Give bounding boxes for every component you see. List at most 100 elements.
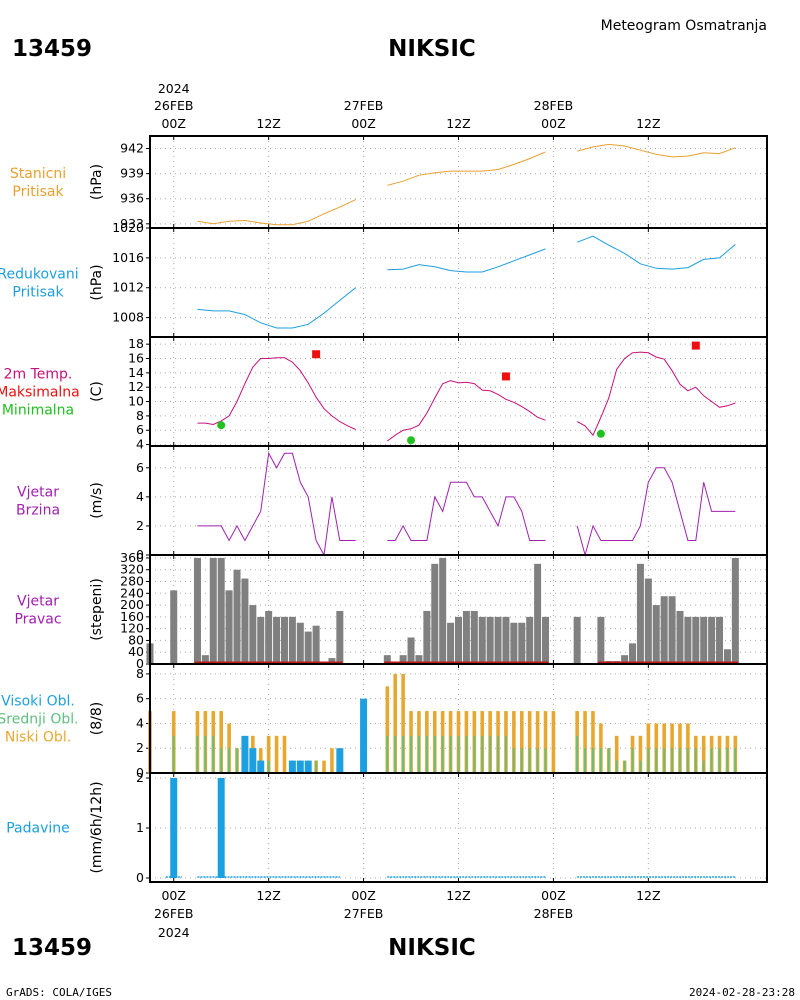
mid-cloud-bar — [473, 735, 476, 773]
wind-direction-bar — [407, 637, 415, 664]
y-tick-label: 4 — [136, 437, 144, 452]
mid-cloud-bar — [402, 735, 405, 773]
mid-cloud-bar — [394, 735, 397, 773]
y-tick-label: 14 — [128, 365, 144, 380]
station-id-bottom: 13459 — [12, 935, 92, 961]
low-cloud-bar — [512, 711, 516, 773]
high-cloud-bar — [296, 760, 304, 773]
mid-cloud-bar — [710, 748, 713, 773]
series-line — [577, 235, 736, 270]
y-tick-label: 8 — [136, 666, 144, 681]
low-cloud-bar — [330, 748, 334, 773]
y-tick-label: 1012 — [112, 280, 144, 295]
mid-cloud-bar — [647, 748, 650, 773]
mid-cloud-bar — [172, 735, 175, 773]
series-line — [576, 467, 736, 557]
wind-direction-bar — [233, 569, 241, 664]
wind-direction-bar — [629, 643, 637, 664]
wind-direction-bar — [296, 622, 304, 664]
wind-direction-bar — [415, 655, 423, 664]
low-cloud-bar — [322, 760, 326, 773]
y-tick-label: 200 — [120, 597, 144, 612]
mid-cloud-bar — [212, 735, 215, 773]
mid-cloud-bar — [607, 748, 610, 773]
mid-cloud-bar — [497, 735, 499, 773]
wind-direction-bar — [241, 578, 249, 664]
wind-direction-bar — [423, 610, 431, 664]
tmax-marker — [501, 372, 510, 381]
low-cloud-bar — [274, 735, 279, 773]
y-tick-label: 6 — [136, 691, 144, 706]
series-line — [576, 351, 736, 437]
meteogram-subtitle: Meteogram Osmatranja — [601, 18, 767, 34]
low-cloud-bar — [393, 673, 398, 773]
mid-cloud-bar — [686, 748, 689, 773]
wind-direction-bar — [716, 616, 724, 664]
y-tick-label: 942 — [120, 141, 144, 156]
mid-cloud-bar — [528, 748, 531, 773]
top-hour-label: 00Z — [161, 116, 185, 131]
y-tick-label: 2 — [136, 518, 144, 533]
low-cloud-bar — [583, 711, 587, 773]
series-line — [387, 248, 546, 273]
wind-direction-bar — [621, 655, 629, 664]
bottom-hour-label: 00Z — [161, 888, 185, 903]
mid-cloud-bar — [489, 735, 492, 773]
panel-frame — [149, 772, 768, 883]
series-line — [387, 151, 546, 186]
mid-cloud-bar — [718, 748, 721, 773]
y-tick-label: 10 — [128, 394, 144, 409]
mid-cloud-bar — [536, 748, 539, 773]
y-axis-label: (mm/6h/12h) — [89, 781, 105, 873]
mid-cloud-bar — [433, 735, 436, 773]
panel-label: Pritisak — [12, 184, 64, 200]
series-line — [197, 451, 356, 557]
bottom-hour-label: 12Z — [256, 888, 280, 903]
mid-cloud-bar — [425, 735, 428, 773]
mid-cloud-bar — [734, 748, 737, 773]
mid-cloud-bar — [592, 748, 594, 773]
tmax-marker — [691, 341, 700, 350]
low-cloud-bar — [282, 735, 287, 773]
panel-label: 2m Temp. — [4, 367, 73, 383]
wind-direction-bar — [636, 563, 644, 664]
wind-direction-bar — [478, 616, 486, 664]
y-tick-label: 18 — [128, 336, 144, 351]
wind-direction-bar — [700, 616, 708, 664]
wind-direction-bar — [502, 616, 510, 664]
mid-cloud-bar — [465, 735, 468, 773]
wind-direction-bar — [652, 605, 660, 664]
panel-frame — [149, 227, 768, 338]
wind-direction-bar — [542, 616, 550, 664]
y-tick-label: 6 — [136, 422, 144, 437]
series-line — [197, 287, 357, 329]
low-cloud-bar — [385, 686, 390, 773]
mid-cloud-bar — [615, 760, 618, 773]
low-cloud-bar — [543, 711, 548, 773]
mid-cloud-bar — [623, 760, 626, 773]
precipitation-bar — [170, 778, 178, 878]
wind-direction-bar — [708, 616, 716, 664]
footer-timestamp: 2024-02-28-23:28 — [689, 986, 795, 999]
wind-direction-bar — [731, 557, 739, 664]
top-hour-label: 00Z — [541, 116, 565, 131]
bottom-date-label: 28FEB — [534, 906, 574, 921]
mid-cloud-bar — [576, 735, 579, 773]
y-tick-label: 2 — [136, 770, 144, 785]
panel-label: Pravac — [14, 612, 61, 628]
footer-credit: GrADS: COLA/IGES — [6, 986, 112, 999]
top-hour-label: 12Z — [636, 116, 660, 131]
mid-cloud-bar — [386, 735, 389, 773]
mid-cloud-bar — [663, 748, 666, 773]
y-tick-label: 6 — [136, 460, 144, 475]
y-tick-label: 240 — [120, 585, 144, 600]
mid-cloud-bar — [418, 735, 420, 773]
low-cloud-bar — [701, 735, 706, 773]
mid-cloud-bar — [204, 735, 207, 773]
mid-cloud-bar — [267, 760, 270, 773]
wind-direction-bar — [383, 655, 391, 664]
y-axis-label: (8/8) — [89, 702, 105, 735]
panel-label: Stanicni — [10, 166, 66, 182]
panel-label: Srednji Obl. — [0, 712, 79, 728]
